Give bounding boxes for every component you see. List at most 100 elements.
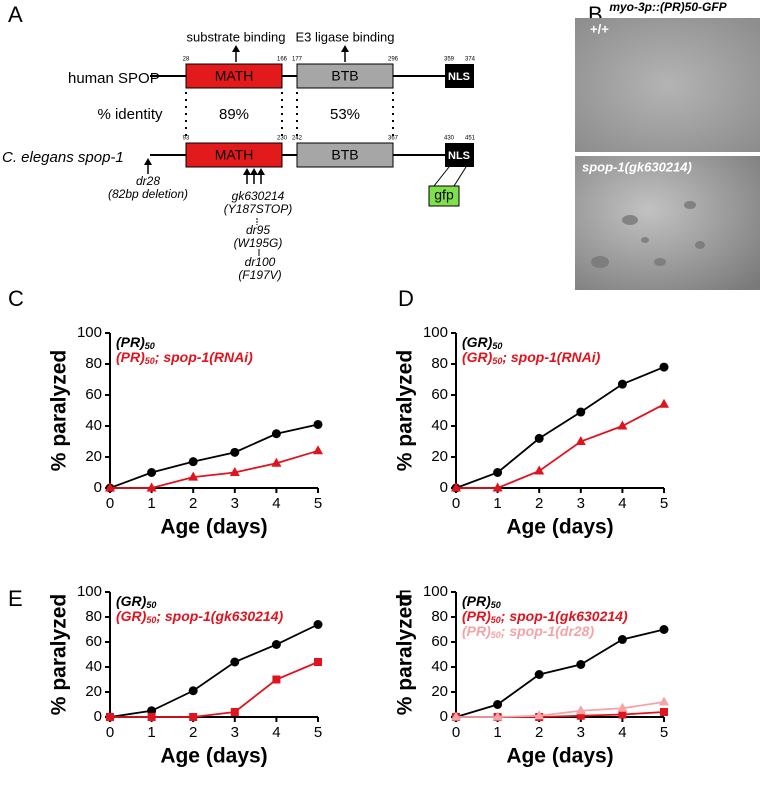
y-tick-label: 40 <box>431 658 448 675</box>
residue: 28 <box>183 57 190 63</box>
btb-domain <box>296 142 394 168</box>
point <box>271 457 282 467</box>
domain-diagram: substrate binding E3 ligase binding huma… <box>2 29 476 282</box>
point <box>271 429 281 439</box>
line-chart: 0 20 40 60 80 100 0 1 2 3 4 5 Age (days) % paralyzed (… <box>48 324 323 539</box>
legend-entry: (GR)50; spop-1(gk630214) <box>116 608 284 626</box>
line-chart: 0 20 40 60 80 100 0 1 2 3 4 5 Age (days) % paralyzed (… <box>394 583 669 768</box>
y-tick-label: 0 <box>440 479 448 496</box>
point <box>313 620 323 629</box>
x-tick-label: 4 <box>618 495 626 512</box>
x-axis-label: Age (days) <box>160 745 267 768</box>
gfp-label: gfp <box>434 187 454 203</box>
series-line <box>456 403 665 489</box>
residue: 177 <box>292 57 303 63</box>
y-axis-label: % paralyzed <box>48 594 71 715</box>
allele: gk630214 <box>232 189 285 203</box>
math-domain <box>185 63 283 89</box>
point <box>313 445 323 455</box>
series-line <box>455 366 665 489</box>
x-tick-label: 2 <box>535 724 543 741</box>
point <box>314 658 322 666</box>
point <box>493 700 503 709</box>
point <box>230 708 239 716</box>
x-axis-label: Age (days) <box>506 516 613 539</box>
point <box>659 398 669 408</box>
x-axis-label: Age (days) <box>506 745 613 768</box>
allele-detail: (F197V) <box>238 268 281 282</box>
x-tick-label: 1 <box>147 724 155 741</box>
x-tick-label: 4 <box>618 724 626 741</box>
residue: 296 <box>388 57 399 63</box>
point <box>659 362 669 372</box>
arrowhead <box>232 45 240 52</box>
domain-label: MATH <box>215 147 254 163</box>
domain-label: MATH <box>215 68 254 84</box>
panel-letter: C <box>8 286 24 311</box>
point <box>534 710 545 720</box>
y-tick-label: 0 <box>94 708 102 725</box>
x-tick-label: 5 <box>660 724 668 741</box>
nls-domain <box>445 143 474 167</box>
protein-label: C. elegans spop-1 <box>2 149 124 166</box>
annotation: substrate binding <box>186 29 285 44</box>
allele: dr95 <box>246 223 270 237</box>
residue: 359 <box>444 57 455 63</box>
nls-domain <box>445 64 474 88</box>
y-tick-label: 80 <box>85 608 102 625</box>
y-tick-label: 100 <box>77 324 102 341</box>
y-tick-label: 40 <box>85 658 102 675</box>
point <box>188 471 199 481</box>
residue: 374 <box>465 57 476 63</box>
point <box>451 482 461 492</box>
x-axis-label: Age (days) <box>160 516 267 539</box>
y-tick-label: 0 <box>440 708 448 725</box>
point <box>618 710 627 719</box>
legend-entry: (GR)50 <box>116 593 156 611</box>
point <box>146 482 157 492</box>
btb-domain <box>296 63 394 89</box>
residue: 430 <box>444 136 455 142</box>
x-tick-label: 2 <box>189 495 197 512</box>
x-tick-label: 2 <box>189 724 197 741</box>
legend-entry: (PR)50 <box>462 593 501 611</box>
y-tick-label: 60 <box>85 386 102 403</box>
residue: 367 <box>388 136 399 142</box>
image-label: +/+ <box>590 21 609 36</box>
y-axis-label: % paralyzed <box>394 350 417 471</box>
point <box>534 465 545 475</box>
panel-letter: E <box>8 586 23 611</box>
micrograph <box>575 156 760 290</box>
series-line <box>110 449 319 489</box>
series-line <box>109 623 319 718</box>
x-tick-label: 4 <box>272 495 280 512</box>
point <box>576 660 586 669</box>
x-tick-label: 1 <box>493 495 501 512</box>
point <box>313 419 323 429</box>
image-label: spop-1(gk630214) <box>582 159 692 174</box>
point <box>534 670 544 679</box>
x-tick-label: 5 <box>660 495 668 512</box>
micrographs: myo-3p::(PR)50-GFP +/+ spop-1(gk630214) <box>575 0 760 290</box>
legend-entry: (GR)50 <box>462 334 502 352</box>
legend-entry: (GR)50; spop-1(RNAi) <box>462 349 601 367</box>
line-chart: 0 20 40 60 80 100 0 1 2 3 4 5 Age (days) % paralyzed (… <box>48 583 323 768</box>
series-line <box>109 423 319 489</box>
x-tick-label: 5 <box>314 724 322 741</box>
series-line <box>455 628 665 718</box>
x-tick-label: 4 <box>272 724 280 741</box>
y-tick-label: 20 <box>85 448 102 465</box>
y-tick-label: 20 <box>431 683 448 700</box>
point <box>106 713 114 721</box>
point <box>105 482 115 492</box>
residue: 93 <box>183 136 190 142</box>
allele-detail: (Y187STOP) <box>224 202 292 216</box>
x-tick-label: 5 <box>314 495 322 512</box>
residue: 166 <box>277 57 288 63</box>
identity-value: 89% <box>219 106 249 123</box>
y-tick-label: 60 <box>85 633 102 650</box>
x-tick-label: 0 <box>106 724 114 741</box>
point <box>576 407 586 417</box>
x-tick-label: 2 <box>535 495 543 512</box>
point <box>147 713 156 721</box>
